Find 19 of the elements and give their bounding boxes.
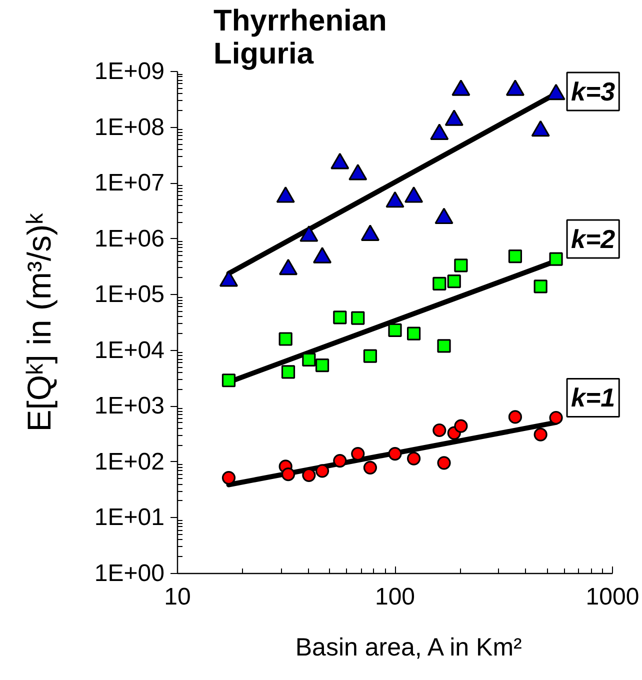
series-label: k=1 <box>571 382 616 413</box>
series-label: k=2 <box>571 224 616 254</box>
x-tick-label: 100 <box>374 584 416 610</box>
y-tick-label: 1E+05 <box>94 281 165 308</box>
y-tick-label: 1E+06 <box>94 225 165 252</box>
y-tick-label: 1E+07 <box>94 170 165 197</box>
x-axis-title: Basin area, A in Km² <box>295 634 522 662</box>
y-tick-label: 1E+04 <box>94 336 165 364</box>
y-tick-label: 1E+01 <box>94 504 165 532</box>
x-tick-label: 10 <box>164 584 191 610</box>
series-label: k=3 <box>571 76 616 106</box>
y-tick-label: 1E+02 <box>94 448 165 476</box>
x-tick-label: 1000 <box>586 584 640 610</box>
y-axis-title: E[Qᵏ] in (m³/s)ᵏ <box>20 212 58 432</box>
y-tick-label: 1E+09 <box>94 58 165 85</box>
y-tick-label: 1E+03 <box>94 392 165 420</box>
y-tick-label: 1E+00 <box>94 560 165 587</box>
y-tick-label: 1E+08 <box>94 114 165 141</box>
chart-title: Thyrrhenian Liguria <box>214 4 387 70</box>
